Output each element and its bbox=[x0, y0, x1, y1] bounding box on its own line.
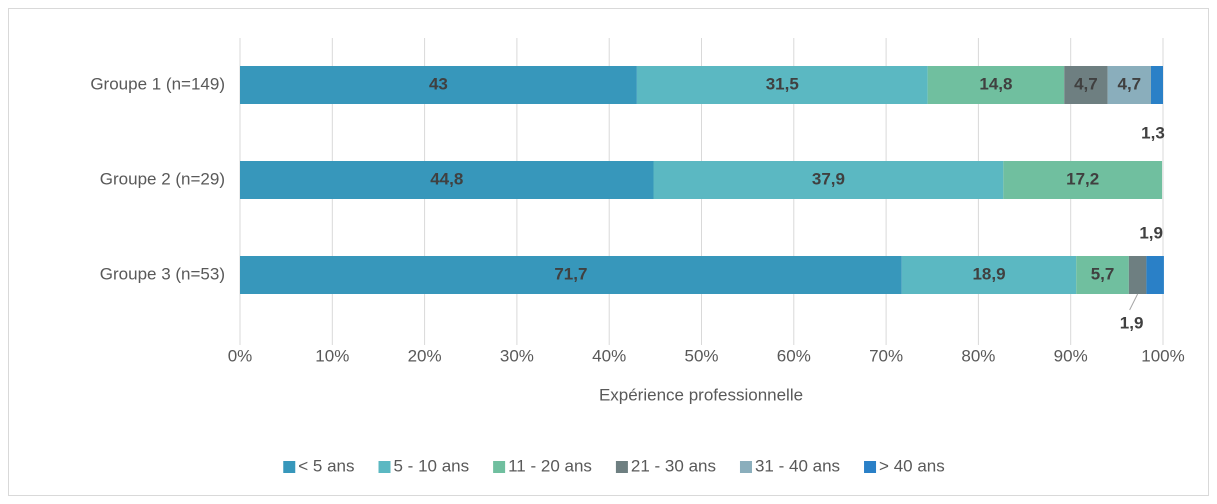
legend-swatch bbox=[378, 461, 391, 473]
x-tick-label: 90% bbox=[1054, 346, 1088, 365]
legend-label: < 5 ans bbox=[298, 456, 354, 475]
data-label: 5,7 bbox=[1091, 264, 1115, 283]
x-tick-label: 10% bbox=[315, 346, 349, 365]
legend-swatch bbox=[739, 461, 752, 473]
bar-segment bbox=[240, 256, 902, 294]
legend-swatch bbox=[615, 461, 628, 473]
leader-line bbox=[1129, 293, 1139, 311]
legend-swatch bbox=[493, 461, 506, 473]
bar-segment bbox=[1003, 161, 1163, 199]
data-label: 37,9 bbox=[812, 169, 845, 188]
x-tick-label: 30% bbox=[500, 346, 534, 365]
data-label: 14,8 bbox=[979, 74, 1012, 93]
legend-label: 21 - 30 ans bbox=[631, 456, 716, 475]
legend-swatch bbox=[283, 461, 296, 473]
data-label: 4,7 bbox=[1117, 74, 1141, 93]
data-label: 44,8 bbox=[430, 169, 463, 188]
bar-segment bbox=[240, 66, 637, 104]
legend-swatch bbox=[864, 461, 877, 473]
bar-segment bbox=[901, 256, 1077, 294]
y-tick-label: Groupe 2 (n=29) bbox=[100, 169, 225, 188]
x-tick-label: 70% bbox=[869, 346, 903, 365]
bar-segment bbox=[653, 161, 1004, 199]
legend: < 5 ans 5 - 10 ans 11 - 20 ans 21 - 30 ans 3… bbox=[283, 456, 945, 475]
x-tick-label: 20% bbox=[408, 346, 442, 365]
data-label: 17,2 bbox=[1066, 169, 1099, 188]
y-tick-label: Groupe 1 (n=149) bbox=[90, 74, 225, 93]
bar-segment bbox=[1064, 66, 1108, 104]
legend-label: > 40 ans bbox=[879, 456, 945, 475]
data-label: 71,7 bbox=[554, 264, 587, 283]
bar-segment bbox=[1128, 256, 1147, 294]
x-tick-label: 100% bbox=[1141, 346, 1184, 365]
legend-label: 5 - 10 ans bbox=[394, 456, 470, 475]
data-label: 1,9 bbox=[1139, 223, 1163, 242]
x-tick-label: 80% bbox=[961, 346, 995, 365]
data-label: 31,5 bbox=[766, 74, 799, 93]
x-tick-label: 60% bbox=[777, 346, 811, 365]
x-tick-label: 40% bbox=[592, 346, 626, 365]
data-label: 4,7 bbox=[1074, 74, 1098, 93]
x-tick-label: 0% bbox=[228, 346, 253, 365]
bar-segment bbox=[1146, 256, 1164, 294]
data-label: 18,9 bbox=[972, 264, 1005, 283]
bar-segment bbox=[927, 66, 1065, 104]
bar-segment bbox=[1107, 66, 1152, 104]
data-label: 43 bbox=[429, 74, 448, 93]
bar-segment bbox=[240, 161, 654, 199]
data-label: 1,9 bbox=[1120, 313, 1144, 332]
bar-segment bbox=[1151, 66, 1163, 104]
y-tick-label: Groupe 3 (n=53) bbox=[100, 264, 225, 283]
bar-segment bbox=[1076, 256, 1129, 294]
legend-label: 11 - 20 ans bbox=[508, 456, 592, 475]
x-tick-label: 50% bbox=[684, 346, 718, 365]
x-axis-title: Expérience professionnelle bbox=[599, 385, 803, 404]
legend-label: 31 - 40 ans bbox=[755, 456, 840, 475]
bar-segment bbox=[636, 66, 928, 104]
data-label: 1,3 bbox=[1141, 123, 1165, 142]
